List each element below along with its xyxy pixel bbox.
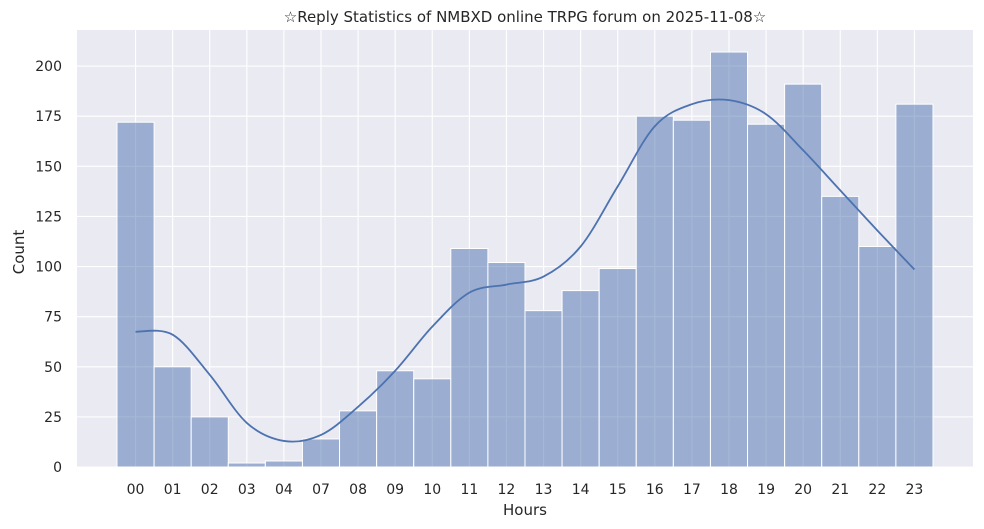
x-tick-label: 08 xyxy=(349,482,367,498)
x-tick-label: 14 xyxy=(572,482,590,498)
y-tick-label: 150 xyxy=(35,159,62,175)
x-tick-label: 18 xyxy=(720,482,738,498)
bar-03 xyxy=(227,462,266,468)
x-tick-label: 13 xyxy=(535,482,553,498)
x-tick-label: 17 xyxy=(683,482,701,498)
bar-04 xyxy=(264,460,303,468)
x-tick-label: 15 xyxy=(609,482,627,498)
y-axis-ticks: 0 25 50 75 100 125 150 175 200 xyxy=(35,59,62,476)
bar-07 xyxy=(301,438,341,468)
bar-09 xyxy=(376,370,415,468)
x-tick-label: 16 xyxy=(646,482,664,498)
chart-title: ☆Reply Statistics of NMBXD online TRPG f… xyxy=(284,8,767,26)
bars-group xyxy=(116,51,934,468)
bar-02 xyxy=(190,416,229,468)
bar-11 xyxy=(450,248,489,468)
y-tick-label: 25 xyxy=(44,410,62,426)
bar-14 xyxy=(561,290,600,468)
x-tick-label: 22 xyxy=(868,482,886,498)
y-axis-label: Count xyxy=(10,230,28,275)
y-tick-label: 175 xyxy=(35,109,62,125)
y-tick-label: 75 xyxy=(44,310,62,326)
x-tick-label: 02 xyxy=(201,482,219,498)
x-tick-label: 10 xyxy=(423,482,441,498)
x-tick-label: 07 xyxy=(312,482,330,498)
bar-19 xyxy=(747,123,786,468)
x-axis-ticks: 00 01 02 03 04 07 08 09 10 11 12 13 14 15 16 17 18 19 20 21… xyxy=(127,482,924,498)
x-tick-label: 03 xyxy=(238,482,256,498)
bar-13 xyxy=(524,310,563,468)
y-tick-label: 200 xyxy=(35,59,62,75)
x-tick-label: 11 xyxy=(460,482,478,498)
x-tick-label: 09 xyxy=(386,482,404,498)
bar-20 xyxy=(784,83,823,468)
bar-01 xyxy=(153,366,192,468)
bar-16 xyxy=(635,115,674,468)
bar-15 xyxy=(598,268,637,468)
x-tick-label: 23 xyxy=(906,482,924,498)
bar-12 xyxy=(487,262,526,468)
x-tick-label: 00 xyxy=(127,482,145,498)
bar-21 xyxy=(821,195,860,468)
x-axis-label: Hours xyxy=(503,501,547,519)
y-tick-label: 125 xyxy=(35,209,62,225)
bar-08 xyxy=(339,410,378,468)
bar-18 xyxy=(709,51,749,468)
bar-23 xyxy=(895,103,934,468)
x-tick-label: 21 xyxy=(831,482,849,498)
bar-10 xyxy=(413,378,452,468)
y-tick-label: 0 xyxy=(53,460,62,476)
x-tick-label: 01 xyxy=(164,482,182,498)
x-tick-label: 04 xyxy=(275,482,293,498)
x-tick-label: 20 xyxy=(794,482,812,498)
y-tick-label: 50 xyxy=(44,360,62,376)
x-tick-label: 12 xyxy=(498,482,516,498)
kde-curve xyxy=(135,98,916,443)
bar-17 xyxy=(672,119,711,468)
x-tick-label: 19 xyxy=(757,482,775,498)
y-tick-label: 100 xyxy=(35,260,62,276)
bar-00 xyxy=(116,121,155,468)
bar-22 xyxy=(858,245,897,468)
